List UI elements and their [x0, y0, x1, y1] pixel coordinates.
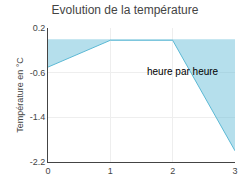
- svg-text:Température en °C: Température en °C: [15, 57, 25, 133]
- svg-text:heure par heure: heure par heure: [147, 66, 219, 77]
- svg-text:0: 0: [45, 166, 50, 176]
- svg-text:Evolution de la température: Evolution de la température: [52, 3, 199, 17]
- svg-text:0.2: 0.2: [33, 23, 46, 33]
- svg-text:1: 1: [108, 166, 113, 176]
- svg-text:-2.2: -2.2: [30, 157, 46, 167]
- svg-text:-0.6: -0.6: [30, 68, 46, 78]
- svg-text:3: 3: [232, 166, 237, 176]
- svg-text:-1.4: -1.4: [30, 112, 46, 122]
- svg-text:2: 2: [170, 166, 175, 176]
